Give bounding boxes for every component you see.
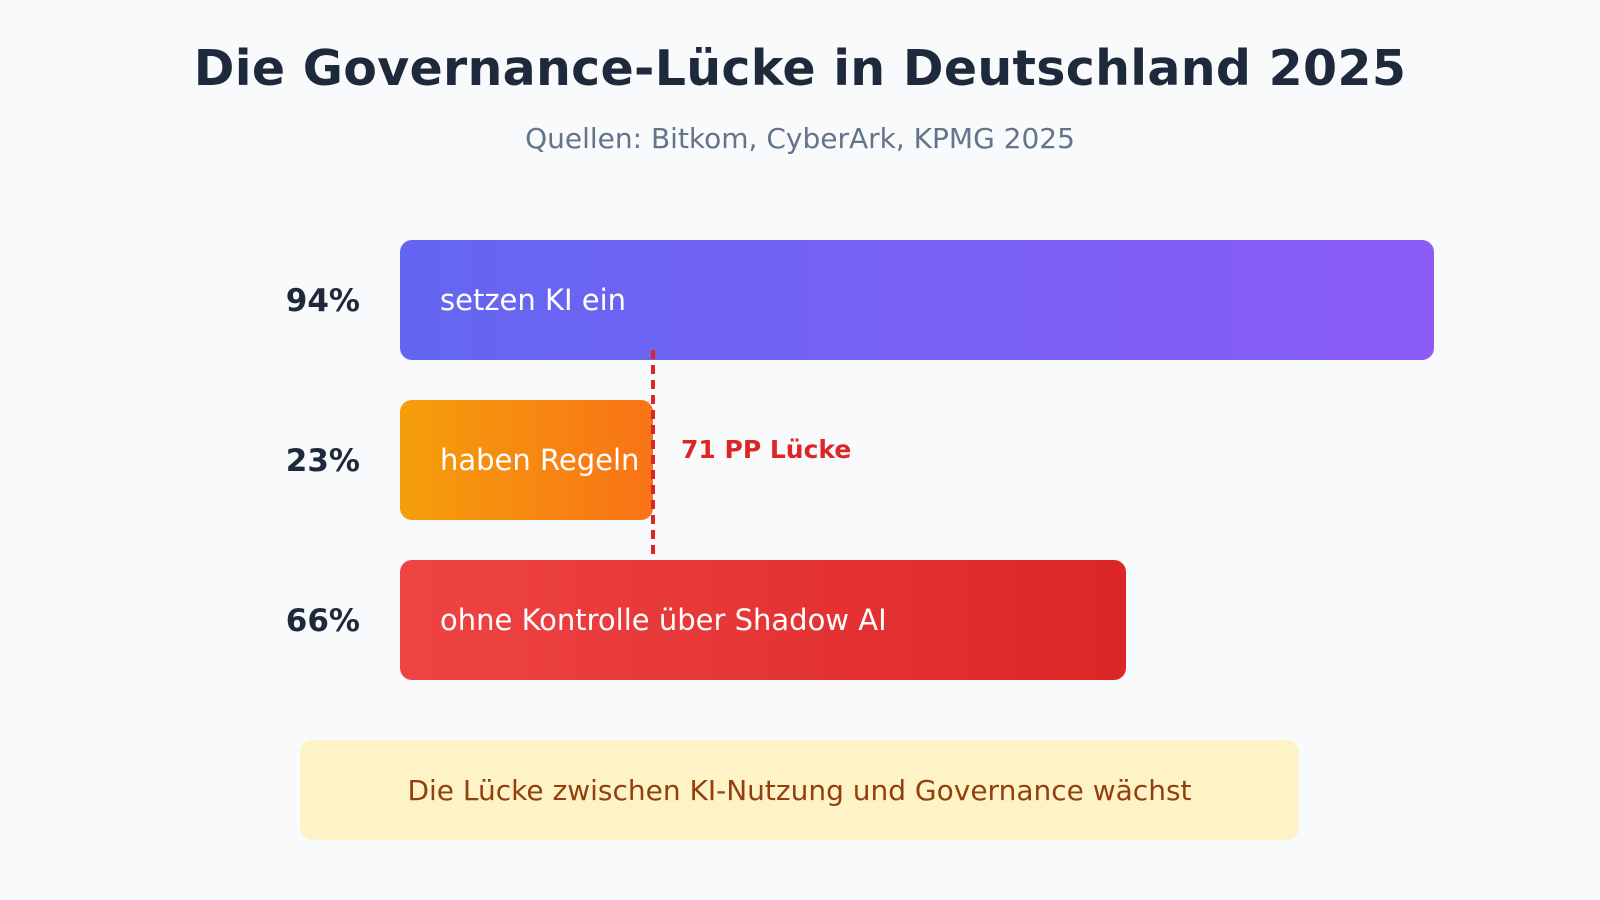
takeaway-box: Die Lücke zwischen KI-Nutzung und Govern… [300,740,1299,840]
gap-annotation: 71 PP Lücke [651,350,851,560]
bar-1 [400,240,1434,360]
gap-label: 71 PP Lücke [681,435,851,464]
chart-title: Die Governance-Lücke in Deutschland 2025 [193,40,1407,97]
chart-subtitle: Quellen: Bitkom, CyberArk, KPMG 2025 [525,122,1075,155]
bar-label-2: haben Regeln [440,443,639,477]
bar-3 [400,560,1126,680]
takeaway-text: Die Lücke zwischen KI-Nutzung und Govern… [407,773,1192,807]
value-label-2: 23% [286,443,360,479]
bar-2 [400,400,653,520]
value-label-1: 94% [286,283,360,319]
value-label-3: 66% [286,603,360,639]
bars-layer: 94% setzen KI ein 23% haben Regeln 66% ohne K… [286,240,1434,680]
bar-label-1: setzen KI ein [440,283,626,317]
bar-label-3: ohne Kontrolle über Shadow AI [440,603,887,637]
